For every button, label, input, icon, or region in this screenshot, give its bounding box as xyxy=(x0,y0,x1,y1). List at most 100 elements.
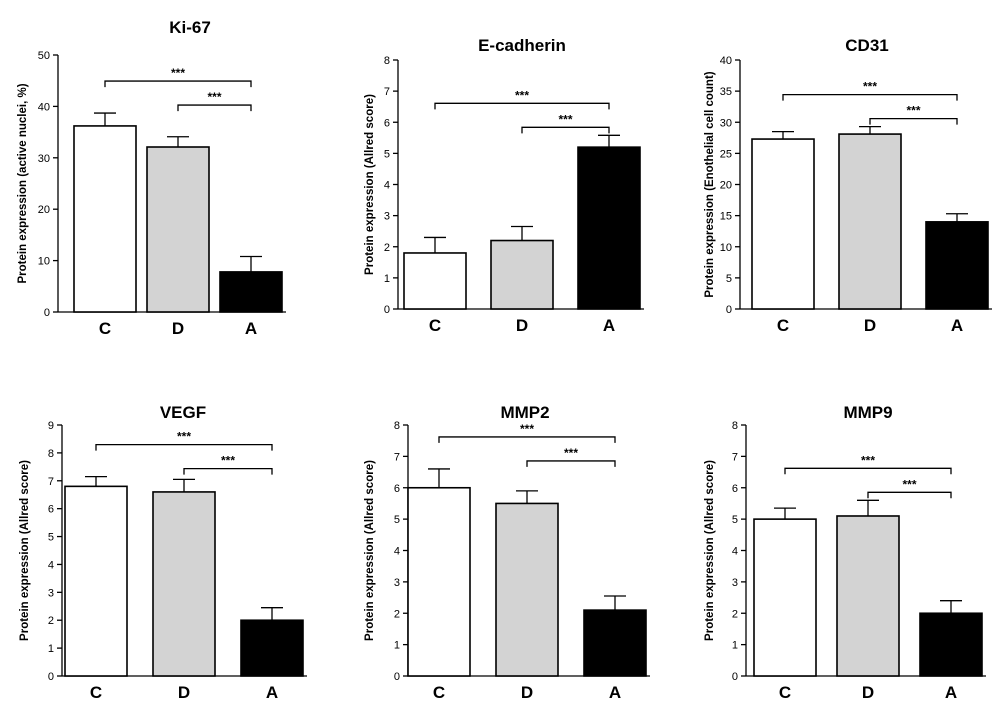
category-label: D xyxy=(178,683,190,702)
bar-C xyxy=(751,138,815,310)
y-tick-label: 7 xyxy=(384,86,390,98)
bar-A xyxy=(919,612,983,677)
category-label: A xyxy=(266,683,278,702)
y-tick-label: 0 xyxy=(44,307,50,319)
bar-C xyxy=(407,486,471,677)
significance-label: *** xyxy=(171,66,185,80)
chart-title: Ki-67 xyxy=(169,18,211,37)
bar-D xyxy=(838,133,902,310)
y-axis-label: Protein expression (Allred score) xyxy=(19,460,31,641)
y-tick-label: 4 xyxy=(732,546,738,558)
category-label: C xyxy=(777,316,789,335)
bar-A xyxy=(240,619,304,677)
y-tick-label: 8 xyxy=(394,420,400,432)
bar-D xyxy=(495,502,559,677)
y-axis-label: Protein expression (Enothelial cell coun… xyxy=(704,71,716,297)
y-tick-label: 3 xyxy=(48,587,54,599)
significance-label: *** xyxy=(906,104,920,118)
category-label: A xyxy=(245,319,257,338)
y-tick-label: 5 xyxy=(48,532,54,544)
y-tick-label: 9 xyxy=(48,420,54,432)
y-tick-label: 5 xyxy=(394,514,400,526)
y-tick-label: 20 xyxy=(38,204,50,216)
significance-label: *** xyxy=(221,454,235,468)
y-tick-label: 7 xyxy=(48,476,54,488)
y-tick-label: 3 xyxy=(384,211,390,223)
y-tick-label: 7 xyxy=(732,451,738,463)
significance-bracket xyxy=(434,102,610,110)
significance-bracket xyxy=(104,80,252,88)
significance-bracket xyxy=(867,491,952,499)
bar-C xyxy=(64,485,128,677)
chart-panel: VEGF Protein expression (Allred score) 0 1 2… xyxy=(19,403,307,702)
chart-panel: CD31 Protein expression (Enothelial cell … xyxy=(704,36,992,335)
y-tick-label: 1 xyxy=(48,643,54,655)
y-tick-label: 0 xyxy=(48,671,54,683)
significance-label: *** xyxy=(515,88,529,102)
significance-bracket xyxy=(782,93,958,101)
y-tick-label: 8 xyxy=(732,420,738,432)
significance-bracket xyxy=(869,117,958,125)
significance-label: *** xyxy=(520,422,534,436)
bar-A xyxy=(925,221,989,310)
y-tick-label: 10 xyxy=(38,256,50,268)
y-tick-label: 2 xyxy=(732,608,738,620)
y-tick-label: 6 xyxy=(394,483,400,495)
y-tick-label: 40 xyxy=(38,101,50,113)
significance-label: *** xyxy=(558,112,572,126)
significance-bracket xyxy=(183,467,273,475)
category-label: A xyxy=(603,316,615,335)
bar-C xyxy=(73,125,137,313)
category-label: C xyxy=(429,316,441,335)
chart-title: VEGF xyxy=(160,403,206,422)
category-label: D xyxy=(864,316,876,335)
chart-title: E-cadherin xyxy=(478,36,566,55)
bar-A xyxy=(583,609,647,677)
y-tick-label: 10 xyxy=(720,242,732,254)
y-tick-label: 5 xyxy=(384,148,390,160)
chart-panel: Ki-67 Protein expression (active nuclei, … xyxy=(17,18,286,338)
category-label: D xyxy=(516,316,528,335)
significance-bracket xyxy=(784,467,952,475)
y-tick-label: 3 xyxy=(732,577,738,589)
y-tick-label: 1 xyxy=(394,640,400,652)
y-tick-label: 7 xyxy=(394,451,400,463)
category-label: D xyxy=(521,683,533,702)
significance-label: *** xyxy=(564,446,578,460)
y-tick-label: 6 xyxy=(732,483,738,495)
y-tick-label: 0 xyxy=(384,304,390,316)
y-tick-label: 6 xyxy=(48,504,54,516)
y-tick-label: 0 xyxy=(732,671,738,683)
y-axis-label: Protein expression (Allred score) xyxy=(364,460,376,641)
y-axis-label: Protein expression (active nuclei, %) xyxy=(17,83,29,283)
y-tick-label: 50 xyxy=(38,50,50,62)
chart-title: CD31 xyxy=(845,36,888,55)
bar-D xyxy=(146,146,210,313)
category-label: C xyxy=(433,683,445,702)
y-tick-label: 25 xyxy=(720,148,732,160)
significance-label: *** xyxy=(863,80,877,94)
y-tick-label: 3 xyxy=(394,577,400,589)
y-tick-label: 0 xyxy=(726,304,732,316)
y-tick-label: 8 xyxy=(48,448,54,460)
y-tick-label: 30 xyxy=(38,153,50,165)
y-tick-label: 2 xyxy=(48,615,54,627)
bar-D xyxy=(836,515,900,677)
significance-bracket xyxy=(438,436,616,443)
bar-C xyxy=(753,518,817,677)
y-tick-label: 20 xyxy=(720,180,732,192)
category-label: D xyxy=(172,319,184,338)
category-label: C xyxy=(779,683,791,702)
y-axis-label: Protein expression (Allred score) xyxy=(364,94,376,275)
significance-bracket xyxy=(521,126,610,134)
significance-bracket xyxy=(526,460,616,467)
chart-panel: E-cadherin Protein expression (Allred sco… xyxy=(364,36,644,335)
bar-A xyxy=(577,146,641,310)
bar-D xyxy=(490,239,554,310)
significance-label: *** xyxy=(902,477,916,491)
category-label: D xyxy=(862,683,874,702)
y-tick-label: 4 xyxy=(384,180,390,192)
y-tick-label: 2 xyxy=(394,608,400,620)
y-tick-label: 1 xyxy=(732,640,738,652)
